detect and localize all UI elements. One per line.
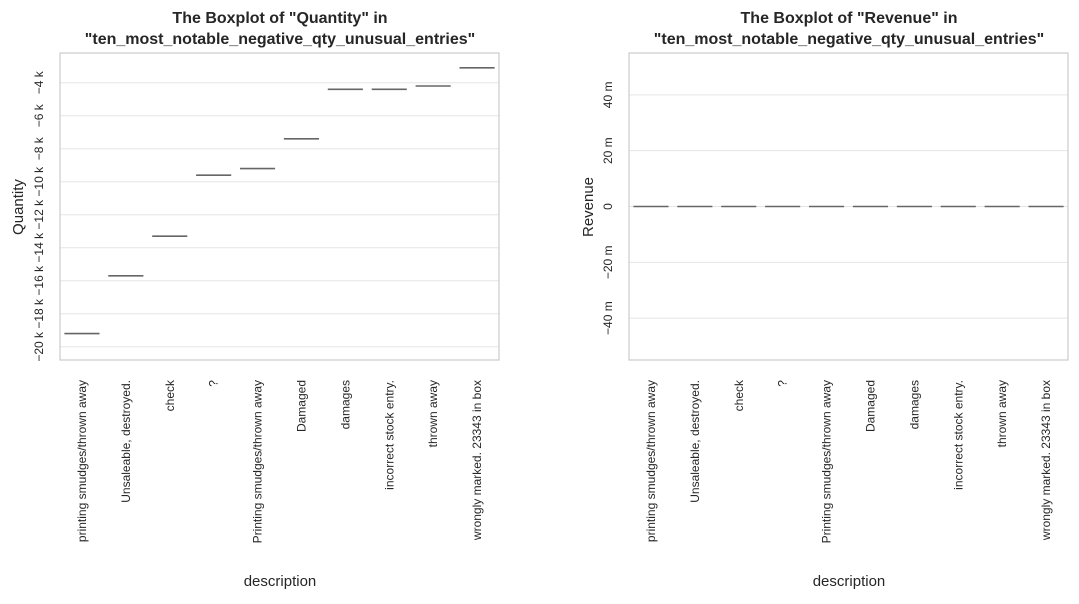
x-tick-label: printing smudges/thrown away	[644, 380, 658, 542]
x-tick-label: ?	[207, 380, 221, 387]
revenue-boxplot-panel: The Boxplot of "Revenue" in "ten_most_no…	[580, 10, 1069, 590]
x-tick-label: damages	[907, 380, 921, 429]
x-tick-label: Damaged	[294, 380, 308, 432]
chart-title-line1: The Boxplot of "Quantity" in	[172, 10, 387, 27]
grid-lines	[60, 82, 499, 348]
y-tick-label: −10 k	[32, 166, 46, 197]
y-tick-labels: −20 k −18 k −16 k −14 k −12 k −10 k −8 k −6 k −4…	[32, 70, 46, 361]
x-tick-label: check	[732, 379, 746, 411]
x-tick-label: Printing smudges/thrown away	[251, 380, 265, 543]
x-tick-label: thrown away	[426, 380, 440, 447]
y-tick-label: −20 k	[32, 331, 46, 362]
plot-frame	[59, 52, 500, 361]
x-tick-labels: printing smudges/thrown away Unsaleable, …	[75, 379, 484, 543]
x-tick-label: incorrect stock entry.	[382, 380, 396, 490]
y-tick-label: 0	[601, 203, 615, 210]
quantity-boxplot-panel: The Boxplot of "Quantity" in "ten_most_n…	[10, 10, 500, 590]
y-tick-labels: −40 m −20 m 0 20 m 40 m	[601, 82, 615, 335]
y-tick-label: −8 k	[32, 136, 46, 160]
y-tick-label: −12 k	[32, 199, 46, 230]
y-tick-label: 40 m	[601, 82, 615, 109]
y-axis-label: Quantity	[10, 179, 27, 235]
y-tick-label: −4 k	[32, 70, 46, 94]
x-tick-label: Damaged	[863, 380, 877, 432]
x-axis-label: description	[244, 573, 317, 590]
chart-title-line2: "ten_most_notable_negative_qty_unusual_e…	[85, 31, 475, 48]
box-medians	[64, 67, 495, 335]
x-tick-label: incorrect stock entry.	[951, 380, 965, 490]
y-tick-label: 20 m	[601, 137, 615, 164]
y-tick-label: −6 k	[32, 103, 46, 127]
chart-title-line2: "ten_most_notable_negative_qty_unusual_e…	[654, 31, 1044, 48]
x-tick-label: wrongly marked. 23343 in box	[470, 380, 484, 541]
y-tick-label: −16 k	[32, 265, 46, 296]
x-tick-labels: printing smudges/thrown away Unsaleable, …	[644, 379, 1053, 543]
y-tick-label: −14 k	[32, 232, 46, 263]
x-axis-label: description	[813, 573, 886, 590]
x-tick-label: Printing smudges/thrown away	[820, 380, 834, 543]
y-tick-label: −18 k	[32, 298, 46, 329]
x-tick-label: wrongly marked. 23343 in box	[1039, 380, 1053, 541]
x-tick-label: Unsaleable, destroyed.	[688, 380, 702, 503]
x-tick-label: ?	[776, 380, 790, 387]
y-tick-label: −20 m	[601, 245, 615, 279]
x-tick-label: Unsaleable, destroyed.	[119, 380, 133, 503]
plot-frame	[628, 52, 1069, 361]
y-tick-label: −40 m	[601, 301, 615, 335]
x-tick-label: damages	[338, 380, 352, 429]
y-axis-label: Revenue	[580, 177, 597, 237]
chart-title-line1: The Boxplot of "Revenue" in	[741, 10, 958, 27]
x-tick-label: printing smudges/thrown away	[75, 380, 89, 542]
x-tick-label: thrown away	[995, 380, 1009, 447]
x-tick-label: check	[163, 379, 177, 411]
